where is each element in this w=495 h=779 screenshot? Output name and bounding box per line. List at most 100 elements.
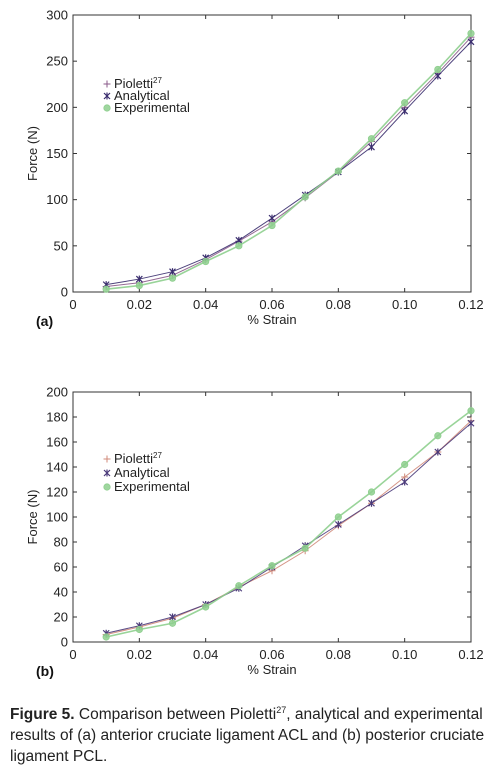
data-point-experimental <box>102 633 110 641</box>
caption-text-2: , analytical and experimental results of… <box>10 706 485 765</box>
y-tick-label: 300 <box>46 8 68 23</box>
data-point-experimental <box>401 460 409 469</box>
data-point-experimental <box>367 135 376 143</box>
legend-label-analytical: Analytical <box>114 88 170 103</box>
y-tick-label: 0 <box>61 635 68 650</box>
y-tick-label: 120 <box>46 485 68 500</box>
data-point-experimental <box>334 167 342 175</box>
data-point-experimental <box>135 281 143 290</box>
y-axis-label: Force (N) <box>25 126 40 181</box>
data-point-analytical <box>467 419 475 427</box>
chart-acl: 0 0.02 0.04 0.06 0.08 0.10 0.12 0 50 100 150 200 250… <box>0 0 495 340</box>
legend-label-experimental: Experimental <box>114 100 190 115</box>
y-tick-label: 140 <box>46 460 68 475</box>
data-point-experimental <box>334 513 342 521</box>
legend-superscript: 27 <box>153 451 162 460</box>
data-point-analytical <box>368 143 375 151</box>
legend-marker-experimental <box>103 104 111 112</box>
x-tick-label: 0.08 <box>326 647 351 662</box>
caption-label: Figure 5. <box>10 706 75 723</box>
data-point-analytical <box>401 107 409 115</box>
plot-frame <box>72 14 472 293</box>
y-tick-label: 50 <box>54 238 68 253</box>
data-point-analytical <box>401 478 409 486</box>
x-tick-label: 0.06 <box>259 647 284 662</box>
data-point-experimental <box>135 625 143 634</box>
y-tick-label: 80 <box>54 535 68 550</box>
chart-pcl-svg: 0 0.02 0.04 0.06 0.08 0.10 0.12 0 20 40 60 80 100 120… <box>25 385 484 680</box>
x-tick-label: 0.06 <box>259 297 284 312</box>
data-point-experimental <box>168 274 177 282</box>
legend-label-pioletti: Pioletti27 <box>114 76 162 91</box>
data-point-experimental <box>268 562 276 570</box>
legend-marker-analytical <box>103 92 111 100</box>
data-point-analytical <box>268 214 276 222</box>
x-tick-label: 0.08 <box>326 297 351 312</box>
plot-frame <box>72 391 472 643</box>
x-tick-label: 0.02 <box>127 647 152 662</box>
y-tick-label: 160 <box>46 435 68 450</box>
data-point-experimental <box>467 29 475 38</box>
y-tick-label: 180 <box>46 410 68 425</box>
y-tick-label: 60 <box>54 560 68 575</box>
y-tick-label: 200 <box>46 385 68 400</box>
data-point-analytical <box>434 72 442 80</box>
data-point-experimental <box>434 432 442 440</box>
y-tick-label: 100 <box>46 510 68 525</box>
x-tick-label: 0.04 <box>193 647 218 662</box>
legend-marker-pioletti <box>103 80 111 88</box>
data-point-experimental <box>434 65 442 74</box>
y-tick-label: 200 <box>46 100 68 115</box>
data-point-analytical <box>169 268 176 276</box>
chart-acl-svg: 0 0.02 0.04 0.06 0.08 0.10 0.12 0 50 100 150 200 250… <box>25 8 484 330</box>
series-line-experimental <box>105 410 472 638</box>
y-tick-label: 0 <box>61 285 68 300</box>
y-tick-label: 100 <box>46 192 68 207</box>
x-axis-label: % Strain <box>247 662 296 677</box>
y-tick-label: 20 <box>54 610 68 625</box>
caption-sup: 27 <box>276 704 287 715</box>
y-tick-label: 40 <box>54 585 68 600</box>
y-tick-label: 150 <box>46 146 68 161</box>
chart-pcl: 0 0.02 0.04 0.06 0.08 0.10 0.12 0 20 40 60 80 100 120… <box>0 380 495 680</box>
legend-marker-experimental <box>103 483 111 491</box>
data-point-experimental <box>202 257 210 266</box>
data-point-analytical <box>368 499 375 507</box>
data-point-experimental <box>268 221 276 230</box>
data-point-analytical <box>434 448 442 456</box>
legend-label-analytical: Analytical <box>114 465 170 480</box>
y-axis-label: Force (N) <box>25 490 40 545</box>
series-line-pioletti <box>106 36 472 287</box>
y-tick-label: 250 <box>46 54 68 69</box>
legend-superscript: 27 <box>153 76 162 85</box>
data-point-analytical <box>169 613 176 621</box>
panel-label: (a) <box>36 313 53 329</box>
data-point-experimental <box>202 603 210 611</box>
series-line-pioletti <box>106 420 472 635</box>
x-tick-label: 0 <box>69 647 76 662</box>
panel-label: (b) <box>36 663 54 679</box>
data-point-experimental <box>235 242 243 250</box>
data-point-experimental <box>102 285 110 293</box>
data-point-experimental <box>467 407 475 415</box>
x-tick-label: 0.10 <box>392 647 417 662</box>
data-point-experimental <box>168 619 177 627</box>
data-point-experimental <box>367 488 376 496</box>
x-tick-label: 0.12 <box>458 297 483 312</box>
x-tick-label: 0 <box>69 297 76 312</box>
legend-label-pioletti: Pioletti27 <box>114 451 162 466</box>
series-line-experimental <box>106 32 472 291</box>
data-point-experimental <box>401 99 409 107</box>
data-point-analytical <box>135 275 143 283</box>
legend-label-experimental: Experimental <box>114 479 190 494</box>
x-tick-label: 0.12 <box>458 647 483 662</box>
legend-marker-pioletti <box>103 455 111 463</box>
caption-text-1: Comparison between Pioletti <box>74 706 277 723</box>
legend-marker-analytical <box>103 469 111 477</box>
x-tick-label: 0.10 <box>392 297 417 312</box>
data-point-analytical <box>334 521 342 528</box>
x-tick-label: 0.02 <box>127 297 152 312</box>
x-tick-label: 0.04 <box>193 297 218 312</box>
x-axis-label: % Strain <box>247 312 296 327</box>
data-point-experimental <box>235 582 243 590</box>
